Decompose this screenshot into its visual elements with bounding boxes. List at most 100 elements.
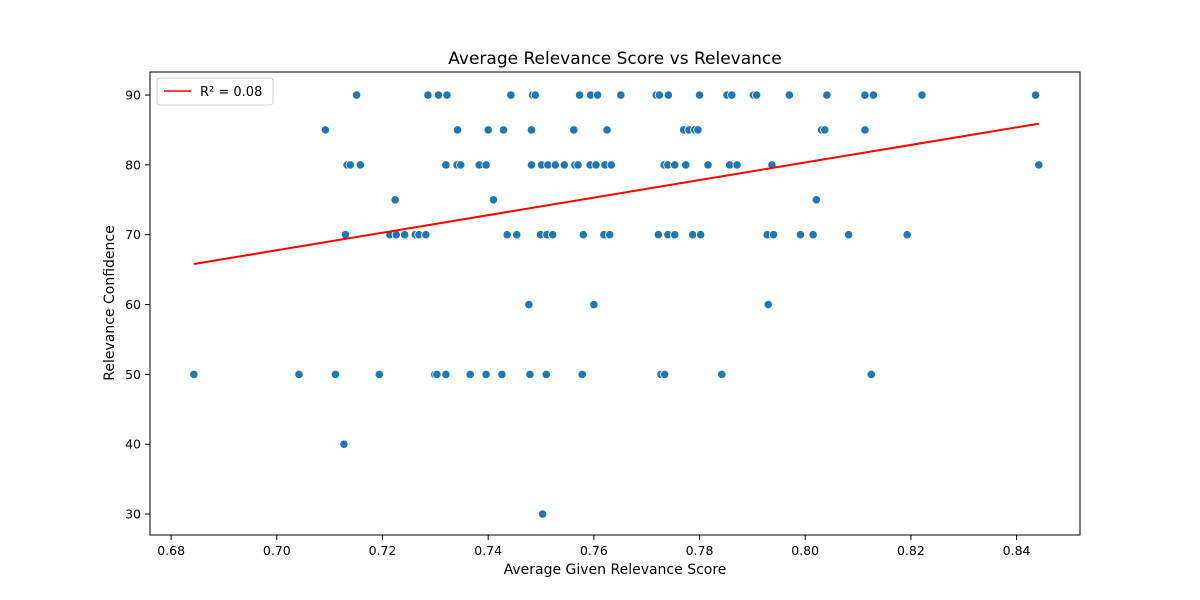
- legend-box: [156, 77, 274, 106]
- x-tick-label: 0.84: [1003, 543, 1031, 558]
- y-tick-label: 90: [125, 88, 141, 103]
- scatter-point: [703, 160, 713, 170]
- scatter-point: [497, 369, 507, 379]
- scatter-point: [752, 90, 762, 100]
- scatter-point: [681, 160, 691, 170]
- scatter-point: [502, 230, 512, 240]
- scatter-point: [526, 125, 537, 135]
- x-axis-title: Average Given Relevance Score: [504, 562, 727, 578]
- scatter-point: [589, 299, 599, 310]
- scatter-point: [578, 230, 588, 240]
- scatter-point: [512, 230, 522, 240]
- scatter-point: [768, 230, 779, 240]
- x-tick-label: 0.82: [897, 543, 925, 558]
- scatter-point: [660, 369, 670, 379]
- scatter-point: [345, 160, 355, 170]
- scatter-point: [902, 230, 912, 240]
- scatter-point: [763, 299, 773, 310]
- scatter-point: [294, 369, 304, 379]
- plot-area: [149, 71, 1081, 536]
- scatter-point: [524, 299, 534, 310]
- scatter-point: [732, 160, 742, 170]
- scatter-point: [374, 369, 384, 379]
- scatter-point: [400, 230, 410, 240]
- scatter-point: [550, 160, 560, 170]
- scatter-point: [452, 125, 463, 135]
- scatter-point: [525, 369, 535, 379]
- scatter-point: [465, 369, 475, 379]
- scatter-point: [498, 125, 509, 135]
- scatter-point: [591, 160, 601, 170]
- scatter-point: [696, 230, 706, 240]
- scatter-point: [481, 160, 491, 170]
- scatter-point: [559, 160, 569, 170]
- scatter-point: [189, 369, 199, 379]
- scatter-point: [433, 90, 444, 100]
- scatter-point: [577, 369, 587, 379]
- scatter-point: [795, 230, 806, 240]
- chart-title: Average Relevance Score vs Relevance: [448, 49, 781, 69]
- scatter-point: [421, 230, 431, 240]
- scatter-point: [860, 90, 870, 100]
- scatter-point: [866, 369, 876, 379]
- regression-line: [193, 122, 1039, 266]
- y-tick-label: 40: [125, 437, 141, 452]
- scatter-point: [717, 369, 727, 379]
- scatter-point: [670, 230, 680, 240]
- scatter-point: [670, 160, 680, 170]
- scatter-point: [548, 230, 558, 240]
- scatter-point: [441, 160, 451, 170]
- scatter-point: [355, 160, 365, 170]
- scatter-point: [506, 90, 516, 100]
- y-axis-ticks: 30 40 50 60 70 80 90: [125, 88, 150, 522]
- scatter-point: [1034, 160, 1044, 170]
- scatter-point: [616, 90, 626, 100]
- scatter-point: [663, 90, 673, 100]
- scatter-point: [352, 90, 362, 100]
- scatter-point: [530, 90, 540, 100]
- scatter-point: [592, 90, 603, 100]
- x-tick-label: 0.80: [791, 543, 819, 558]
- scatter-point: [573, 160, 583, 170]
- scatter-point: [390, 195, 400, 205]
- scatter-point: [541, 369, 551, 379]
- x-tick-label: 0.76: [580, 543, 608, 558]
- scatter-point: [481, 369, 491, 379]
- scatter-point: [574, 90, 585, 100]
- scatter-point: [808, 230, 818, 240]
- legend: R² = 0.08: [156, 77, 274, 106]
- scatter-point: [917, 90, 927, 100]
- scatter-point: [339, 439, 349, 449]
- scatter-point: [654, 90, 664, 100]
- x-tick-label: 0.68: [157, 543, 185, 558]
- scatter-point: [784, 90, 794, 100]
- y-axis-title: Relevance Confidence: [102, 225, 118, 380]
- scatter-point: [441, 369, 451, 379]
- scatter-point: [693, 125, 703, 135]
- y-tick-label: 70: [125, 227, 141, 242]
- scatter-point: [456, 160, 466, 170]
- scatter-point: [488, 195, 499, 205]
- scatter-point: [320, 125, 331, 135]
- y-tick-label: 60: [125, 297, 141, 312]
- scatter-point: [330, 369, 341, 379]
- y-tick-label: 30: [125, 507, 141, 522]
- scatter-point: [822, 90, 832, 100]
- scatter-point: [442, 90, 452, 100]
- scatter-point: [727, 90, 737, 100]
- scatter-point: [483, 125, 493, 135]
- y-tick-label: 80: [125, 157, 141, 172]
- scatter-point: [694, 90, 705, 100]
- scatter-point: [423, 90, 433, 100]
- scatter-point: [526, 160, 537, 170]
- scatter-point: [569, 125, 579, 135]
- scatter-point: [538, 509, 548, 519]
- scatter-point: [1031, 90, 1041, 100]
- scatter-point: [432, 369, 442, 379]
- scatter-point: [811, 195, 821, 205]
- x-axis-ticks: 0.68 0.70 0.72 0.74 0.76 0.78 0.80 0.82 0.84: [157, 535, 1031, 558]
- scatter-point: [653, 230, 663, 240]
- scatter-point: [606, 160, 616, 170]
- plot-frame: [149, 71, 1081, 536]
